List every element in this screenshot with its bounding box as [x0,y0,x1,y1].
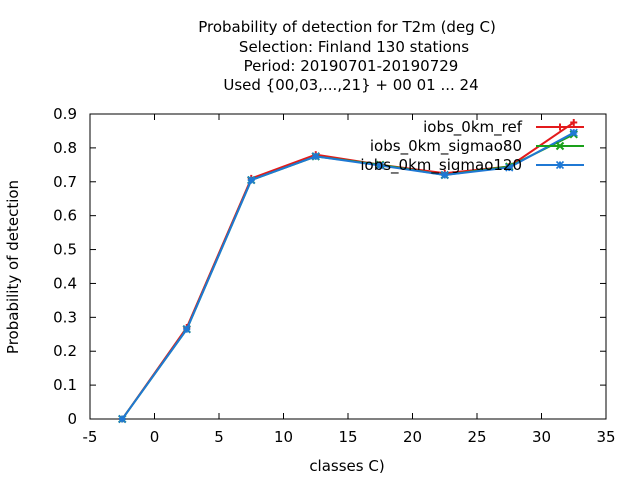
x-tick-label: 30 [532,428,551,446]
y-axis-label: Probability of detection [4,180,22,354]
y-tick-label: 0.8 [53,139,77,157]
series-iobs_0km_sigmao80 [118,130,578,424]
y-tick-label: 0.1 [53,376,77,394]
x-tick-label: 5 [214,428,224,446]
y-tick-label: 0.3 [53,308,77,326]
legend-swatch-marker [555,160,565,170]
y-tick-label: 0.2 [53,342,77,360]
series-iobs_0km_sigmao120 [118,128,578,424]
x-tick-label: 0 [150,428,160,446]
title-line-1: Probability of detection for T2m (deg C) [198,18,496,36]
y-tick-label: 0.6 [53,207,77,225]
data-point [182,325,191,334]
data-point [247,176,256,185]
x-tick-label: 20 [403,428,422,446]
data-point [376,161,385,170]
x-tick-label: 25 [467,428,486,446]
chart-title: Probability of detection for T2m (deg C)… [198,18,496,94]
series-line [121,133,575,420]
series-line [121,131,575,420]
x-tick-label: 35 [596,428,615,446]
data-point [569,128,578,137]
y-tick-label: 0.5 [53,241,77,259]
x-tick-label: 10 [274,428,293,446]
y-axis: 0 0.1 0.2 0.3 0.4 0.5 0.6 0.7 0.8 0.9 [53,105,606,428]
data-point [440,170,449,180]
series-layer [118,118,578,424]
data-point [118,414,127,424]
legend: iobs_0km_refiobs_0km_sigmao80iobs_0km_si… [360,118,584,175]
x-tick-label: 15 [338,428,357,446]
legend-label: iobs_0km_sigmao80 [370,137,522,156]
x-tick-label: -5 [83,428,98,446]
y-tick-label: 0.9 [53,105,77,123]
legend-swatch-marker [556,123,564,131]
y-tick-label: 0.4 [53,274,77,292]
title-line-2: Selection: Finland 130 stations [239,38,469,56]
x-axis: -5 0 5 10 15 20 25 30 35 [83,114,616,446]
y-tick-label: 0 [67,410,77,428]
legend-label: iobs_0km_sigmao120 [360,156,522,175]
data-point [570,118,578,126]
title-line-3: Period: 20190701-20190729 [244,57,459,75]
legend-swatch-marker [555,141,565,151]
data-point [311,152,320,161]
title-line-4: Used {00,03,...,21} + 00 01 ... 24 [223,76,478,94]
y-tick-label: 0.7 [53,173,77,191]
x-axis-label: classes C) [309,457,384,475]
legend-label: iobs_0km_ref [423,118,523,137]
data-point [505,163,514,172]
